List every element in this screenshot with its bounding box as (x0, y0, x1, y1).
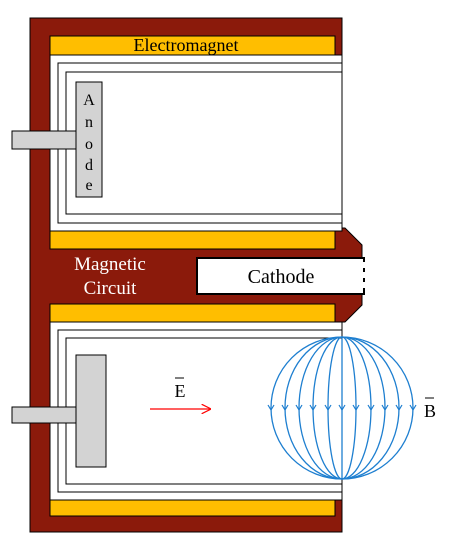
magnet-bar-mid-lower (49, 303, 336, 323)
magnet-bar-bottom (49, 499, 336, 517)
svg-text:o: o (85, 136, 93, 153)
b-field-arrowheads (267, 404, 417, 412)
magnetic-circuit-label-line1: Magnetic (74, 254, 146, 275)
svg-text:n: n (85, 114, 93, 131)
b-field-lines (270, 336, 414, 480)
b-field-label: B (424, 401, 436, 421)
electromagnet-label: Electromagnet (134, 35, 239, 55)
anode-plate (75, 81, 103, 198)
electromagnet-bar-top (49, 35, 336, 56)
anode-connector (11, 130, 77, 150)
cathode-label: Cathode (248, 266, 315, 288)
upper-wall-mid (65, 71, 343, 215)
svg-text:e: e (85, 177, 92, 194)
cathode-body (196, 257, 365, 295)
svg-text:d: d (85, 157, 93, 174)
magnetic-circuit-label-line2: Circuit (84, 278, 137, 299)
e-field-label: E (175, 381, 186, 401)
svg-text:A: A (83, 92, 95, 109)
anode-label: A n o d e (83, 92, 95, 194)
magnet-bar-mid-upper (49, 230, 336, 250)
lower-anode-connector (11, 406, 77, 424)
lower-anode-plate (75, 354, 107, 468)
